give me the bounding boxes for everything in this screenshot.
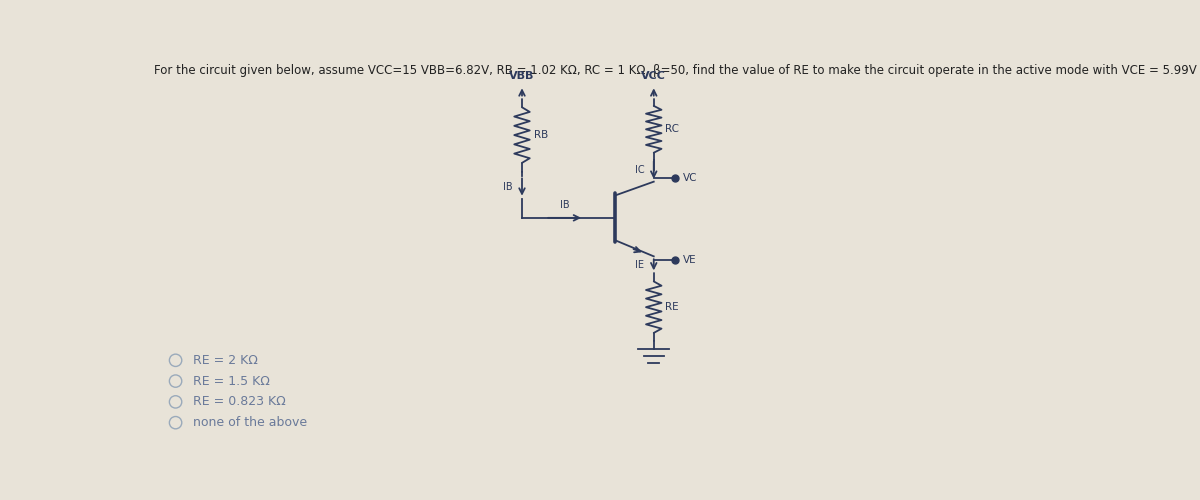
Text: IC: IC [635, 165, 644, 175]
Text: VBB: VBB [509, 71, 535, 81]
Text: RE = 2 KΩ: RE = 2 KΩ [193, 354, 258, 367]
Text: RE = 1.5 KΩ: RE = 1.5 KΩ [193, 374, 270, 388]
Text: RB: RB [534, 130, 548, 140]
Text: none of the above: none of the above [193, 416, 307, 429]
Text: IB: IB [560, 200, 570, 210]
Text: IB: IB [503, 182, 512, 192]
Text: RE = 0.823 KΩ: RE = 0.823 KΩ [193, 396, 286, 408]
Text: VCC: VCC [641, 71, 666, 81]
Text: VE: VE [683, 255, 697, 265]
Text: RC: RC [665, 124, 679, 134]
Text: For the circuit given below, assume VCC=15 VBB=6.82V, RB = 1.02 KΩ, RC = 1 KΩ, β: For the circuit given below, assume VCC=… [154, 64, 1200, 77]
Text: VC: VC [683, 173, 697, 183]
Text: RE: RE [665, 302, 679, 312]
Text: IE: IE [636, 260, 644, 270]
